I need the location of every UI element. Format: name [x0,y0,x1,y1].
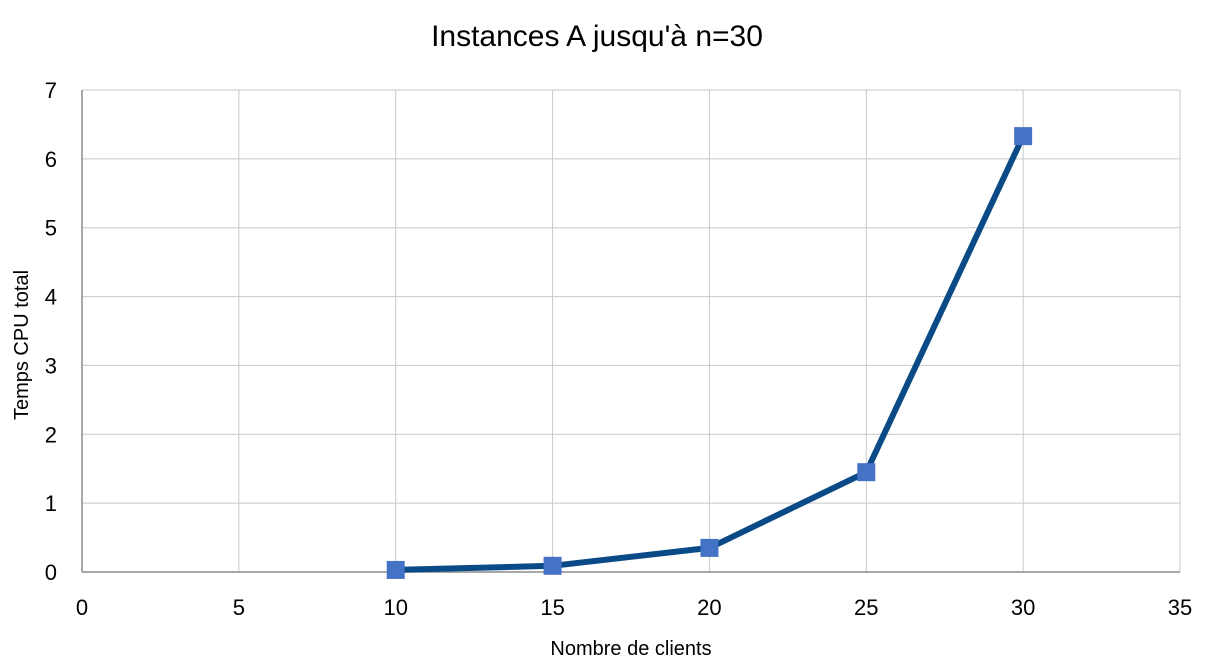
y-tick-label: 0 [45,560,57,585]
data-point-marker [543,556,562,575]
y-tick-label: 4 [45,285,57,310]
y-tick-label: 7 [45,78,57,103]
data-point-marker [857,463,876,482]
x-tick-labels: 0 5 10 15 20 25 30 35 [76,595,1192,620]
chart-title: Instances A jusqu'à n=30 [431,20,763,53]
series-group [386,127,1033,579]
y-tick-label: 5 [45,216,57,241]
x-tick-label: 15 [540,595,564,620]
x-tick-label: 5 [233,595,245,620]
y-tick-label: 3 [45,353,57,378]
x-tick-label: 25 [854,595,878,620]
axes [81,90,1180,573]
x-tick-label: 0 [76,595,88,620]
x-tick-label: 20 [697,595,721,620]
data-point-marker [1014,127,1033,146]
x-tick-label: 35 [1168,595,1192,620]
data-point-marker [700,538,719,557]
grid [81,89,1181,573]
y-axis-label: Temps CPU total [11,270,33,420]
x-tick-label: 30 [1011,595,1035,620]
x-axis-label: Nombre de clients [550,638,711,660]
data-point-marker [386,560,405,579]
y-tick-label: 2 [45,422,57,447]
y-tick-labels: 0 1 2 3 4 5 6 7 [45,78,57,585]
x-tick-label: 10 [383,595,407,620]
y-tick-label: 6 [45,147,57,172]
y-tick-label: 1 [45,491,57,516]
